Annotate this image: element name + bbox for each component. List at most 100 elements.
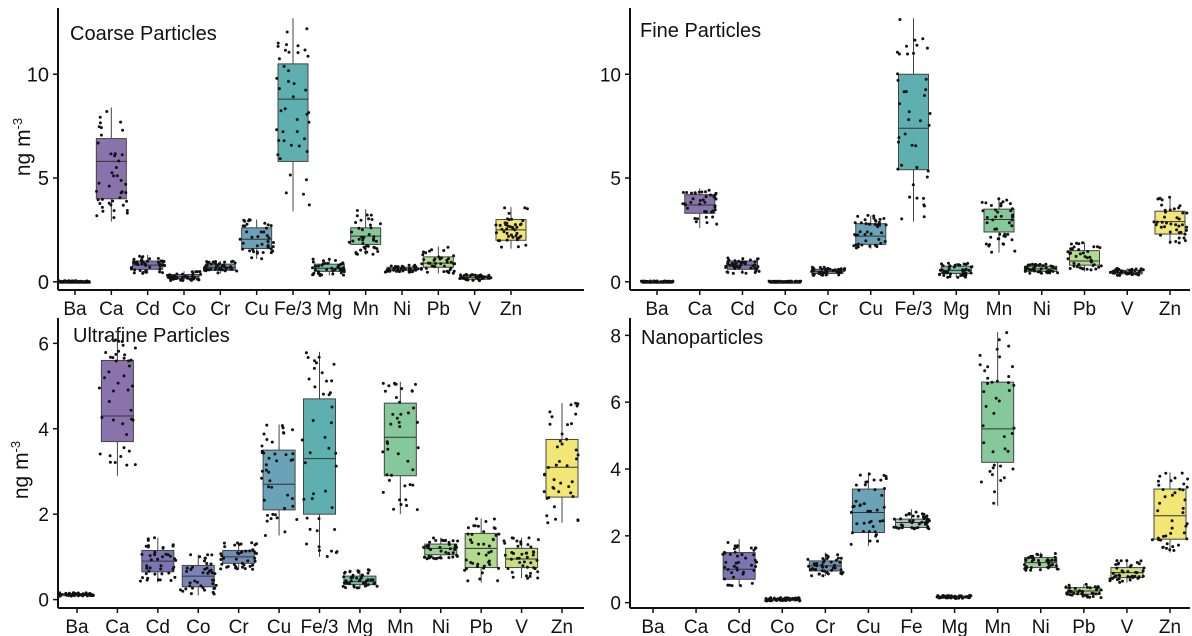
- data-point: [1165, 221, 1168, 225]
- data-point: [927, 519, 931, 523]
- data-point: [84, 591, 88, 595]
- data-point: [381, 450, 385, 454]
- data-point: [114, 359, 118, 363]
- data-point: [386, 447, 390, 451]
- data-point: [1157, 483, 1161, 487]
- data-point: [921, 37, 925, 41]
- data-point: [109, 152, 113, 156]
- data-point: [1174, 223, 1178, 227]
- data-point: [1112, 575, 1116, 579]
- data-point: [74, 280, 78, 284]
- data-point: [310, 497, 314, 501]
- data-point: [133, 268, 137, 272]
- data-point: [1065, 592, 1069, 595]
- data-point: [1089, 268, 1093, 272]
- data-point: [1094, 592, 1098, 596]
- data-point: [570, 480, 574, 484]
- data-point: [557, 490, 561, 494]
- data-point: [305, 112, 309, 116]
- data-point: [264, 226, 268, 230]
- data-point: [753, 271, 757, 274]
- data-point: [895, 50, 899, 54]
- data-point: [385, 440, 389, 444]
- data-point: [1002, 435, 1006, 439]
- data-point: [795, 279, 799, 283]
- data-point: [424, 251, 428, 255]
- data-point: [115, 174, 119, 178]
- x-tick-label: Pb: [427, 299, 450, 320]
- box: [983, 208, 1015, 233]
- x-tick-label: Ca: [105, 617, 130, 636]
- data-point: [478, 577, 482, 581]
- data-point: [986, 365, 990, 369]
- data-point: [465, 273, 469, 277]
- data-point: [918, 119, 922, 123]
- data-point: [158, 267, 162, 271]
- data-point: [251, 549, 255, 552]
- data-point: [519, 542, 523, 546]
- data-point: [270, 485, 274, 489]
- data-point: [997, 197, 1001, 201]
- data-point: [1096, 245, 1099, 249]
- data-point: [275, 76, 279, 80]
- data-point: [482, 530, 486, 534]
- data-point: [67, 591, 71, 595]
- data-point: [302, 192, 305, 196]
- data-point: [81, 280, 85, 284]
- data-point: [884, 477, 888, 481]
- data-point: [1116, 562, 1120, 566]
- data-point: [104, 336, 108, 340]
- data-point: [1099, 264, 1103, 268]
- data-point: [175, 272, 179, 276]
- data-point: [359, 218, 363, 222]
- data-point: [311, 273, 315, 276]
- data-point: [58, 593, 62, 597]
- x-tick-label: Cu: [267, 617, 291, 636]
- data-point: [994, 208, 997, 212]
- x-tick-label: Pb: [1072, 617, 1095, 636]
- data-point: [101, 209, 105, 213]
- data-point: [980, 200, 984, 204]
- data-point: [311, 419, 315, 422]
- data-point: [306, 54, 310, 58]
- data-point: [1005, 198, 1009, 202]
- data-point: [100, 416, 104, 419]
- data-point: [990, 380, 994, 384]
- data-point: [863, 483, 867, 487]
- data-point: [395, 269, 399, 273]
- data-point: [925, 519, 929, 523]
- box: [851, 488, 885, 533]
- data-point: [114, 338, 117, 342]
- x-tick-label: Zn: [500, 299, 522, 320]
- data-point: [810, 574, 814, 578]
- data-point: [879, 241, 883, 245]
- data-point: [994, 215, 998, 219]
- data-point: [726, 260, 730, 263]
- data-point: [1045, 559, 1049, 563]
- data-point: [839, 568, 843, 572]
- data-point: [1169, 222, 1173, 226]
- data-point: [174, 558, 178, 562]
- data-point: [860, 243, 864, 247]
- data-point: [451, 539, 455, 543]
- data-point: [213, 586, 217, 590]
- data-point: [1010, 238, 1014, 242]
- data-point: [1137, 575, 1141, 579]
- data-point: [476, 274, 480, 278]
- data-point: [145, 578, 149, 582]
- data-point: [286, 493, 290, 497]
- data-point: [952, 265, 956, 269]
- data-point: [316, 270, 320, 274]
- data-point: [297, 144, 301, 148]
- x-tick-label: Cd: [136, 299, 160, 320]
- data-point: [991, 218, 995, 222]
- data-point: [871, 525, 875, 528]
- data-point: [235, 567, 239, 571]
- data-point: [1181, 511, 1185, 515]
- data-point: [412, 268, 416, 272]
- data-point: [554, 463, 558, 467]
- data-point: [275, 516, 279, 520]
- data-point: [696, 217, 699, 221]
- data-point: [942, 273, 946, 277]
- data-point: [908, 195, 912, 199]
